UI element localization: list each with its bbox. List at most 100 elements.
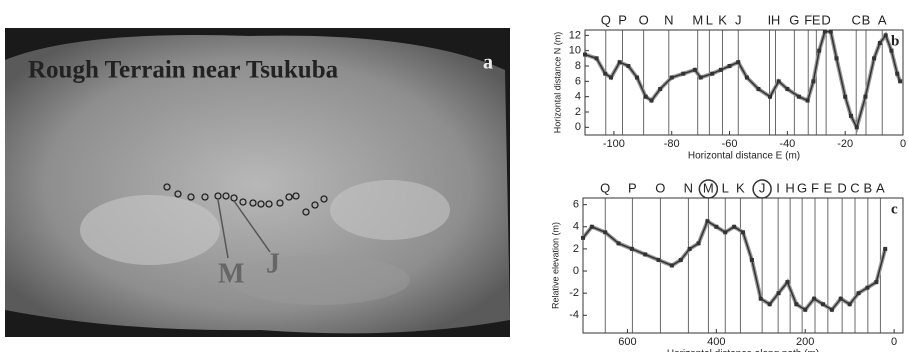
marker-label: N	[664, 12, 673, 27]
data-point	[670, 76, 674, 80]
data-point	[806, 99, 810, 103]
data-point	[697, 241, 701, 245]
marker-label: G	[789, 12, 799, 27]
data-point	[865, 286, 869, 290]
data-point	[693, 68, 697, 72]
marker-label: J	[735, 12, 742, 27]
data-point	[745, 76, 749, 80]
panel-label: a	[483, 52, 493, 74]
data-point	[898, 79, 902, 83]
data-point	[777, 79, 781, 83]
data-point	[679, 258, 683, 262]
data-point	[741, 230, 745, 234]
annotation: M	[218, 258, 244, 289]
data-point	[889, 49, 893, 53]
data-point	[581, 236, 585, 240]
x-tick-label: 0	[900, 138, 906, 150]
x-axis-label: Horizontal distance along path (m)	[667, 349, 819, 352]
data-point	[829, 30, 833, 34]
data-point	[644, 95, 648, 99]
marker-label: F	[811, 180, 819, 195]
plot-frame	[585, 30, 903, 135]
data-point	[590, 225, 594, 229]
marker-label: K	[736, 180, 745, 195]
y-tick-label: 2	[575, 106, 581, 118]
data-point	[618, 60, 622, 64]
data-point	[794, 302, 798, 306]
x-tick-label: 400	[707, 336, 725, 348]
data-point	[785, 87, 789, 91]
data-point	[710, 72, 714, 76]
data-point	[658, 87, 662, 91]
data-point	[626, 64, 630, 68]
marker-label: K	[718, 12, 727, 27]
y-tick-label: 4	[573, 221, 579, 233]
marker-label: P	[618, 12, 627, 27]
marker-label: Q	[600, 180, 610, 195]
data-point	[855, 125, 859, 129]
marker-label: H	[785, 180, 794, 195]
marker-label: G	[797, 180, 807, 195]
marker-label: D	[821, 12, 830, 27]
bright-patch	[80, 195, 220, 265]
marker-label: E	[824, 180, 833, 195]
marker-label: O	[639, 12, 649, 27]
data-point	[785, 280, 789, 284]
data-point	[768, 95, 772, 99]
marker-label: M	[703, 180, 714, 195]
y-tick-label: 0	[573, 265, 579, 277]
data-point	[812, 297, 816, 301]
y-axis-label: Relative elevation (m)	[550, 222, 560, 309]
data-point	[736, 60, 740, 64]
data-point	[595, 56, 599, 60]
x-tick-label: 200	[796, 336, 814, 348]
marker-label: A	[878, 12, 887, 27]
y-axis-label: Horizontal distance N (m)	[552, 32, 562, 134]
data-point	[843, 95, 847, 99]
data-point	[797, 95, 801, 99]
data-point	[803, 308, 807, 312]
marker-label: N	[684, 180, 693, 195]
data-point	[830, 308, 834, 312]
x-tick-label: -60	[722, 138, 738, 150]
marker-label: E	[812, 12, 821, 27]
bright-patch	[330, 180, 450, 240]
data-point	[705, 219, 709, 223]
x-tick-label: 600	[618, 336, 636, 348]
data-point	[609, 76, 613, 80]
data-point	[723, 230, 727, 234]
data-point	[835, 56, 839, 60]
y-tick-label: -2	[569, 287, 579, 299]
data-point	[681, 72, 685, 76]
data-point	[821, 302, 825, 306]
data-point	[750, 258, 754, 262]
panel-label: c	[891, 201, 898, 217]
marker-label: L	[706, 12, 713, 27]
y-tick-label: 0	[575, 121, 581, 133]
data-point	[849, 114, 853, 118]
data-point	[817, 49, 821, 53]
marker-label: B	[864, 180, 873, 195]
data-point	[603, 72, 607, 76]
data-point	[732, 225, 736, 229]
panel-label: b	[891, 33, 899, 49]
annotation: J	[266, 248, 280, 279]
data-point	[874, 280, 878, 284]
marker-label: C	[850, 180, 859, 195]
smooth-area	[230, 255, 410, 305]
data-point	[657, 258, 661, 262]
photo-panel: Rough Terrain near Tsukuba a M J	[5, 28, 510, 337]
data-point	[872, 56, 876, 60]
marker-label: H	[771, 12, 780, 27]
y-tick-label: 12	[569, 29, 581, 41]
data-point	[759, 297, 763, 301]
y-tick-label: -4	[569, 309, 579, 321]
data-point	[649, 99, 653, 103]
data-point	[699, 76, 703, 80]
x-tick-label: -40	[779, 138, 795, 150]
data-point	[839, 297, 843, 301]
marker-label: O	[655, 180, 665, 195]
x-axis-label: Horizontal distance E (m)	[688, 151, 800, 162]
data-point	[878, 41, 882, 45]
data-point	[863, 95, 867, 99]
